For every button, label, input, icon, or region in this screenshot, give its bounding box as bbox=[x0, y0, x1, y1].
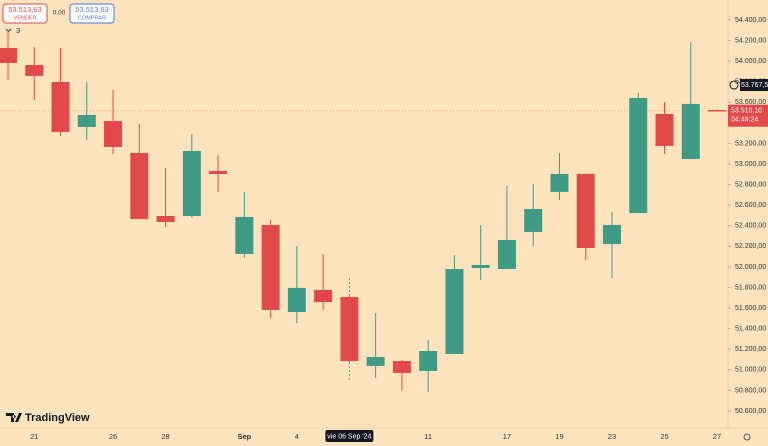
x-tick-label: Sep bbox=[237, 432, 251, 441]
x-tick-label: 17 bbox=[503, 432, 511, 441]
candle-body bbox=[209, 170, 228, 175]
buy-price[interactable]: 53.513,63 bbox=[75, 5, 108, 14]
y-tick-label: 52.000,00 bbox=[735, 264, 766, 271]
sell-label[interactable]: VENDER bbox=[14, 15, 37, 21]
spread: 0,00 bbox=[53, 10, 66, 17]
x-tick-label: 26 bbox=[109, 432, 117, 441]
crosshair-price: 53.767,59 bbox=[741, 82, 768, 89]
y-tick-label: 50.600,00 bbox=[735, 408, 766, 415]
buy-button[interactable]: 53.513,63 COMPRAR bbox=[69, 3, 115, 24]
candle-body bbox=[471, 264, 490, 268]
candle-body bbox=[419, 351, 438, 371]
candle-body bbox=[629, 97, 648, 214]
candle-body bbox=[602, 224, 621, 244]
y-tick-label: 52.600,00 bbox=[735, 202, 766, 209]
x-tick-label: 25 bbox=[660, 432, 668, 441]
candle-body bbox=[655, 114, 674, 146]
candle-body bbox=[314, 289, 333, 303]
countdown: 04:46:24 bbox=[731, 117, 758, 124]
y-tick-label: 51.400,00 bbox=[735, 326, 766, 333]
last-price-label: 53.518,10 bbox=[731, 108, 762, 115]
candle-body bbox=[340, 296, 359, 361]
candle-body bbox=[550, 173, 569, 192]
crosshair-price-box bbox=[740, 79, 768, 92]
x-tick-label: 28 bbox=[161, 432, 169, 441]
crosshair-add-icon bbox=[729, 80, 739, 90]
candle-body bbox=[0, 47, 17, 63]
candle-body bbox=[51, 82, 70, 132]
candle-body bbox=[25, 64, 44, 76]
x-tick-label: 4 bbox=[295, 432, 299, 441]
candle-body bbox=[104, 121, 123, 147]
candle-body bbox=[366, 356, 385, 366]
candle-body bbox=[497, 239, 516, 269]
x-tick-label: 27 bbox=[713, 432, 721, 441]
x-tick-label: 11 bbox=[424, 432, 432, 441]
candle-body bbox=[235, 216, 254, 254]
candle-body bbox=[392, 360, 411, 373]
y-tick-label: 54.000,00 bbox=[735, 58, 766, 65]
y-tick-label: 54.400,00 bbox=[735, 17, 766, 24]
brand: TradingView bbox=[6, 412, 90, 424]
candle-body bbox=[708, 110, 727, 112]
y-tick-label: 53.600,00 bbox=[735, 99, 766, 106]
y-tick-label: 51.000,00 bbox=[735, 367, 766, 374]
sell-box[interactable] bbox=[2, 3, 48, 24]
y-tick-label: 53.200,00 bbox=[735, 140, 766, 147]
y-tick-label: 54.200,00 bbox=[735, 37, 766, 44]
candle-body bbox=[576, 173, 595, 249]
x-tick-label: 19 bbox=[555, 432, 563, 441]
y-tick-label: 51.800,00 bbox=[735, 284, 766, 291]
candle-body bbox=[681, 103, 700, 159]
sell-button[interactable]: 53.513,63 VENDER bbox=[2, 3, 48, 24]
candle-body bbox=[156, 215, 175, 222]
candle-body bbox=[261, 224, 280, 310]
buy-box[interactable] bbox=[69, 3, 115, 24]
y-tick-label: 52.400,00 bbox=[735, 223, 766, 230]
candle-body bbox=[130, 152, 149, 219]
indicator-count[interactable]: 3 bbox=[16, 26, 20, 35]
candle-body bbox=[182, 150, 201, 216]
candle-body bbox=[445, 268, 464, 354]
x-tick-label: 23 bbox=[608, 432, 616, 441]
brand-name: TradingView bbox=[25, 412, 90, 424]
settings-icon[interactable] bbox=[743, 433, 751, 441]
crosshair-date: vie 06 Sep '24 bbox=[327, 433, 371, 440]
x-tick-label: 21 bbox=[30, 432, 38, 441]
y-tick-label: 52.800,00 bbox=[735, 181, 766, 188]
crosshair-date-box bbox=[325, 430, 374, 442]
buy-label[interactable]: COMPRAR bbox=[78, 15, 106, 21]
candle-body bbox=[524, 209, 543, 232]
y-tick-label: 50.800,00 bbox=[735, 387, 766, 394]
candle-body bbox=[77, 114, 96, 127]
last-price-box bbox=[728, 104, 768, 127]
brand-logo bbox=[6, 413, 22, 422]
y-tick-label: 51.200,00 bbox=[735, 346, 766, 353]
sell-price[interactable]: 53.513,63 bbox=[8, 5, 41, 14]
y-tick-label: 53.000,00 bbox=[735, 161, 766, 168]
y-tick-label: 51.600,00 bbox=[735, 305, 766, 312]
candle-body bbox=[287, 287, 306, 313]
y-tick-label: 52.200,00 bbox=[735, 243, 766, 250]
